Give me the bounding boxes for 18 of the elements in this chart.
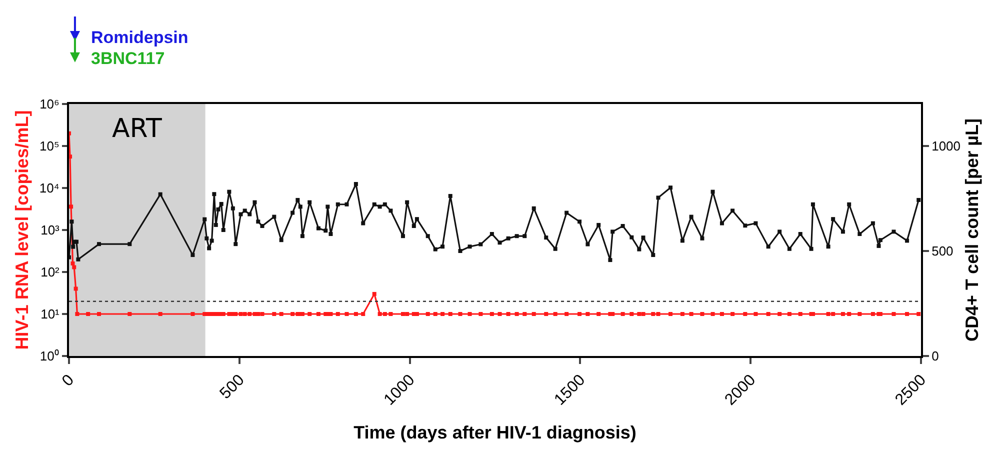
text: 3BNC117 [91, 49, 165, 68]
y-tick-label: 10⁶ [40, 96, 60, 112]
y-axis-title: HIV-1 RNA level [copies/mL] [12, 110, 32, 350]
y-tick-label: 10² [40, 264, 60, 280]
text: Romidepsin [91, 28, 188, 47]
band-label: ART [112, 114, 162, 144]
y2-tick-label: 0 [932, 348, 939, 364]
y2-axis-title: CD4+ T cell count [per µL] [962, 118, 982, 342]
x-tick-label: 500 [216, 372, 248, 403]
y-tick-label: 10³ [40, 222, 60, 238]
y2-tick-label: 1000 [932, 138, 961, 154]
y-tick-label: 10⁵ [40, 138, 60, 154]
y-tick-label: 10⁰ [40, 348, 60, 364]
y-tick-label: 10¹ [40, 306, 60, 322]
x-axis-title: Time (days after HIV-1 diagnosis) [354, 422, 636, 442]
y-tick-label: 10⁴ [39, 180, 60, 196]
x-tick-label: 0 [59, 372, 78, 390]
y2-tick-label: 500 [932, 244, 954, 259]
